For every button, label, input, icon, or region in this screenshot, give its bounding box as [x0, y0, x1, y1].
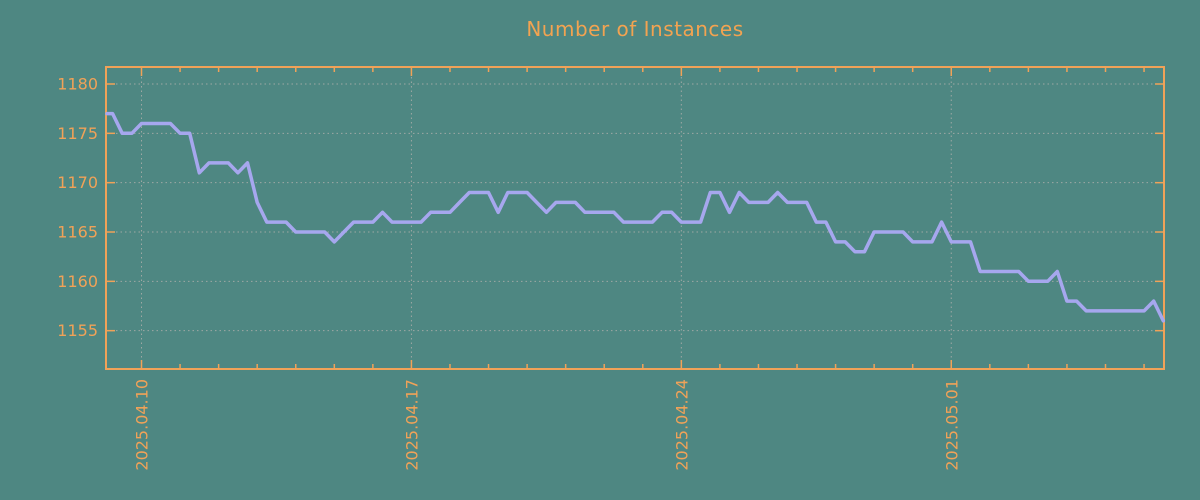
x-tick-label: 2025.04.10: [133, 379, 152, 471]
x-axis-labels: 2025.04.10 2025.04.17 2025.04.24 2025.05.01: [133, 379, 962, 471]
chart-title: Number of Instances: [526, 17, 744, 41]
y-tick-label: 1180: [57, 75, 98, 94]
y-axis-labels: 1155 1160 1165 1170 1175 1180: [57, 75, 98, 341]
x-tick-label: 2025.04.17: [402, 379, 421, 471]
data-line: [105, 111, 1166, 323]
gridlines: [107, 68, 1163, 368]
y-tick-label: 1155: [57, 321, 98, 340]
y-tick-label: 1160: [57, 272, 98, 291]
y-tick-label: 1175: [57, 124, 98, 143]
plot-border: [105, 66, 1165, 370]
y-tick-label: 1170: [57, 173, 98, 192]
y-tick-label: 1165: [57, 223, 98, 242]
x-tick-label: 2025.04.24: [672, 379, 691, 471]
x-tick-label: 2025.05.01: [942, 379, 961, 471]
axis-ticks: [107, 68, 1163, 368]
